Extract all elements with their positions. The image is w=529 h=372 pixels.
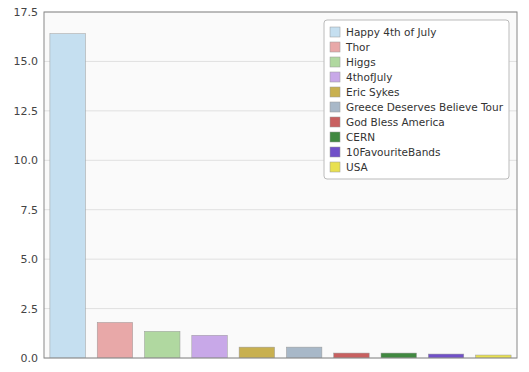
bar: [239, 347, 274, 358]
legend-swatch: [330, 57, 340, 67]
legend-swatch: [330, 72, 340, 82]
y-tick-label: 2.5: [21, 303, 39, 316]
legend-swatch: [330, 27, 340, 37]
bar: [97, 322, 132, 358]
bar: [428, 354, 463, 358]
legend-swatch: [330, 147, 340, 157]
legend-label: USA: [346, 161, 369, 173]
legend-label: Thor: [345, 41, 370, 53]
legend-swatch: [330, 42, 340, 52]
y-tick-label: 12.5: [14, 105, 39, 118]
grid-line: [44, 259, 517, 260]
bar: [145, 331, 180, 358]
legend: Happy 4th of July Thor Higgs 4thofJuly Eric …: [324, 20, 509, 179]
legend-label: Happy 4th of July: [346, 26, 436, 38]
chart: 0.0 2.5 5.0 7.5 10.0 12.5 15.0 17.5 Happy 4th of…: [0, 0, 529, 372]
bar: [286, 347, 321, 358]
legend-box: [324, 20, 509, 179]
y-tick-labels: 0.0 2.5 5.0 7.5 10.0 12.5 15.0 17.5: [14, 6, 39, 365]
legend-label: Higgs: [346, 56, 376, 68]
plot-background: [44, 12, 517, 358]
y-tick-label: 10.0: [14, 154, 39, 167]
legend-swatch: [330, 87, 340, 97]
y-tick-label: 7.5: [21, 204, 39, 217]
legend-label: 10FavouriteBands: [346, 146, 440, 158]
bar: [192, 335, 227, 358]
legend-label: Greece Deserves Believe Tour: [346, 101, 504, 113]
grid-line: [44, 308, 517, 309]
bar: [381, 353, 416, 358]
bar: [334, 353, 369, 358]
legend-swatch: [330, 117, 340, 127]
legend-label: CERN: [346, 131, 375, 143]
y-tick-label: 0.0: [21, 352, 39, 365]
legend-label: God Bless America: [346, 116, 445, 128]
y-grid: [44, 12, 517, 358]
legend-swatch: [330, 162, 340, 172]
legend-swatch: [330, 132, 340, 142]
bar: [50, 34, 85, 358]
legend-label: 4thofJuly: [346, 71, 392, 83]
grid-line: [44, 209, 517, 210]
chart-container: 0.0 2.5 5.0 7.5 10.0 12.5 15.0 17.5 Happy 4th of…: [0, 0, 529, 372]
y-tick-label: 5.0: [21, 253, 39, 266]
legend-swatch: [330, 102, 340, 112]
plot-frame: [44, 12, 517, 358]
y-tick-label: 17.5: [14, 6, 39, 19]
y-tick-label: 15.0: [14, 55, 39, 68]
legend-label: Eric Sykes: [346, 86, 400, 98]
